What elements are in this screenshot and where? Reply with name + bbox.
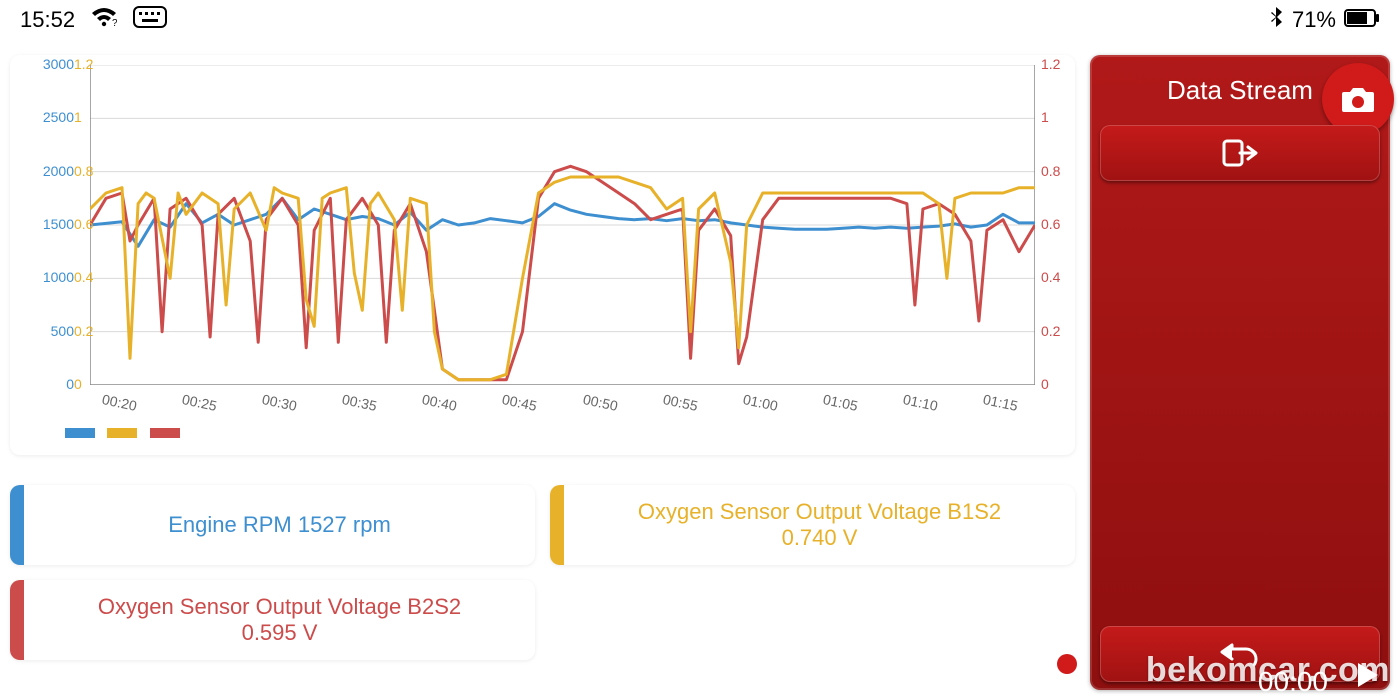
param-card-o2-b2s2[interactable]: Oxygen Sensor Output Voltage B2S20.595 V — [10, 580, 535, 660]
keyboard-icon — [133, 6, 167, 34]
param-card-o2-b1s2[interactable]: Oxygen Sensor Output Voltage B1S20.740 V — [550, 485, 1075, 565]
svg-text:?: ? — [112, 18, 117, 27]
param-card-rpm[interactable]: Engine RPM 1527 rpm — [10, 485, 535, 565]
exit-icon — [1220, 137, 1260, 169]
clock: 15:52 — [20, 7, 75, 33]
param-label: Oxygen Sensor Output Voltage B2S20.595 V — [24, 594, 535, 647]
play-icon[interactable] — [1354, 661, 1382, 694]
battery-icon — [1344, 7, 1380, 33]
chart-legend — [65, 425, 188, 443]
record-icon — [1054, 651, 1080, 682]
recording-timer: 00:00 — [1258, 666, 1328, 698]
battery-text: 71% — [1292, 7, 1336, 33]
param-label: Engine RPM 1527 rpm — [24, 512, 535, 538]
wifi-icon: ? — [91, 7, 117, 33]
camera-icon — [1340, 84, 1376, 114]
status-bar: 15:52 ? 71% — [0, 0, 1400, 40]
line-chart[interactable] — [90, 65, 1035, 385]
param-label: Oxygen Sensor Output Voltage B1S20.740 V — [564, 499, 1075, 552]
exit-button[interactable] — [1100, 125, 1380, 181]
chart-panel: 05001000150020002500300000.20.40.60.811.… — [10, 55, 1075, 455]
side-panel: Data Stream — [1090, 55, 1390, 690]
bluetooth-icon — [1270, 6, 1284, 34]
